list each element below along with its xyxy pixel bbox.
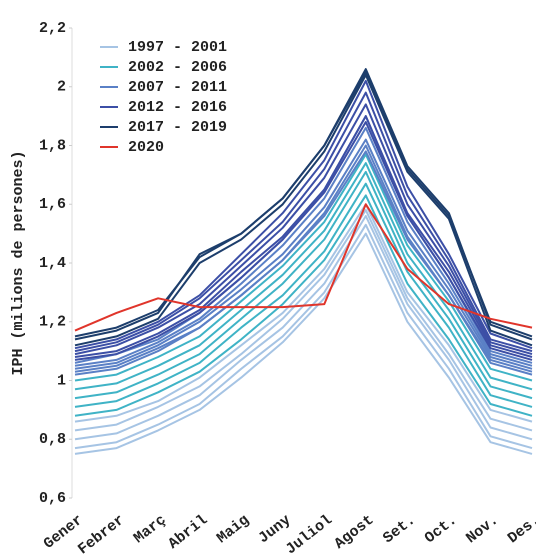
series-line — [74, 74, 533, 347]
series-line — [74, 162, 533, 391]
series-line — [74, 223, 533, 450]
series-line — [74, 91, 533, 353]
legend-label: 2017 - 2019 — [128, 119, 227, 136]
series-line — [74, 203, 533, 332]
legend-label: 2007 - 2011 — [128, 79, 227, 96]
x-tick-label: Març — [131, 512, 170, 548]
y-tick-label: 0,6 — [39, 490, 66, 507]
x-tick-label: Oct. — [422, 512, 461, 548]
x-tick-label: Abril — [165, 512, 211, 553]
series-line — [74, 232, 533, 455]
y-tick-label: 2,2 — [39, 20, 66, 37]
y-tick-label: 0,8 — [39, 431, 66, 448]
series-line — [74, 194, 533, 417]
x-tick-label: Nov. — [463, 512, 502, 548]
y-axis-label: IPH (milions de persones) — [10, 150, 27, 375]
series-line — [74, 103, 533, 356]
legend-label: 2002 - 2006 — [128, 59, 227, 76]
series-line — [74, 115, 533, 358]
y-tick-label: 1,8 — [39, 137, 66, 154]
x-tick-label: Maig — [214, 512, 253, 548]
series-line — [74, 126, 533, 367]
legend-label: 2012 - 2016 — [128, 99, 227, 116]
series-line — [74, 79, 533, 350]
series-line — [74, 203, 533, 423]
y-tick-label: 1,2 — [39, 314, 66, 331]
x-tick-label: Juliol — [283, 512, 336, 559]
y-tick-label: 2 — [57, 79, 66, 96]
x-tick-label: Febrer — [75, 512, 128, 559]
series-line — [74, 170, 533, 400]
y-tick-label: 1,4 — [39, 255, 66, 272]
y-tick-label: 1 — [57, 372, 66, 389]
series-line — [74, 121, 533, 361]
series-line — [74, 209, 533, 432]
x-tick-label: Set. — [380, 512, 419, 548]
series-line — [74, 182, 533, 408]
series-line — [74, 138, 533, 370]
series-line — [74, 153, 533, 382]
x-tick-label: Agost — [331, 512, 377, 553]
y-tick-label: 1,6 — [39, 196, 66, 213]
legend-label: 2020 — [128, 139, 164, 156]
x-tick-label: Des. — [505, 512, 536, 548]
legend-label: 1997 - 2001 — [128, 39, 227, 56]
series-line — [74, 71, 533, 338]
